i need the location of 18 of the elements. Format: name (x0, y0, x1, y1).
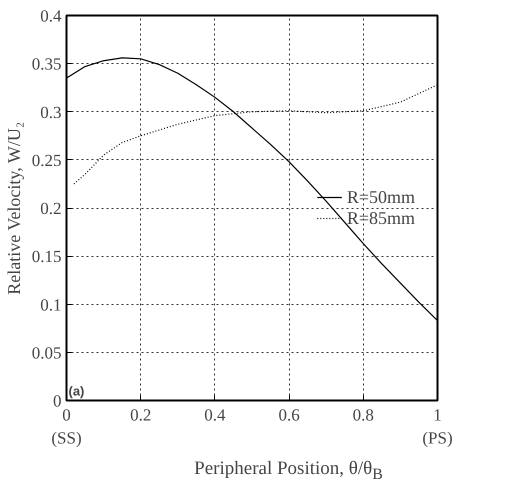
x-tick-label: 0.4 (204, 406, 226, 424)
y-tick-label: 0.05 (32, 343, 62, 362)
y-tick-label: 0.25 (32, 150, 62, 170)
x-axis-title: Peripheral Position, θ/θ$_{B}$ (194, 457, 383, 485)
x-tick-label: 1 (PS) (422, 406, 453, 448)
y-tick-label: 0.15 (32, 247, 62, 266)
y-tick-label: 0.4 (40, 6, 62, 26)
annotation: (a) (68, 384, 84, 398)
y-axis-title: Relative Velocity, W/U₂ (4, 122, 24, 295)
x-tick-label: 0.6 (278, 406, 300, 424)
y-tick-label: 0.35 (32, 54, 62, 74)
legend-label: R=50mm (346, 186, 415, 208)
y-tick-label: 0.2 (40, 199, 62, 218)
y-tick-label: 0.3 (40, 102, 62, 122)
x-tick-label: 0.8 (352, 406, 374, 424)
x-tick-label: 0.2 (130, 406, 152, 424)
legend-label: R=85mm (346, 208, 415, 228)
y-tick-label: 0.1 (40, 295, 62, 314)
